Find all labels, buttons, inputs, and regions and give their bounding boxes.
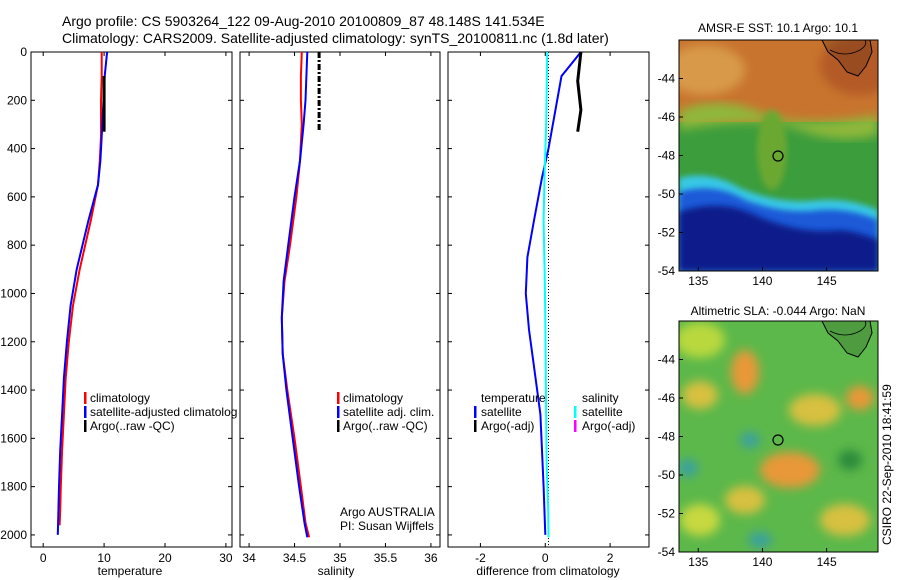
depth-tick-label: 1000 <box>0 286 27 300</box>
sla-map-panel: Altimetric SLA: -0.044 Argo: NaN <box>658 304 879 570</box>
sst-lon-tick-label: 145 <box>817 274 837 288</box>
temperature-axes-frame <box>30 51 233 548</box>
argo-float-marker-sst <box>772 150 784 162</box>
temperature-legend-argo: Argo(..raw -QC) <box>90 419 175 433</box>
temperature-xtick-label: 10 <box>97 551 111 565</box>
salinity-axes-frame <box>239 51 441 548</box>
argo-float-marker-sla <box>772 434 784 446</box>
figure-title-line2: Climatology: CARS2009. Satellite-adjuste… <box>62 30 609 46</box>
sla-lat-tick-label: -46 <box>658 391 676 405</box>
sst-lat-tick-label: -54 <box>658 264 676 278</box>
depth-tick-label: 800 <box>7 238 27 252</box>
salinity-legend-satellite: satellite adj. clim. <box>343 405 434 419</box>
difference-series-temperature-argo-adj- <box>576 51 583 132</box>
salinity-ticks: 34 34.5 35 35.5 36 <box>240 51 440 565</box>
depth-tick-label: 600 <box>7 190 27 204</box>
sst-map-panel: AMSR-E SST: 10.1 Argo: 10.1 135 140 145 -44… <box>658 21 879 289</box>
sst-lon-tick-label: 140 <box>752 274 772 288</box>
difference-panel: -2 0 2 difference from climatology tempera… <box>447 51 650 578</box>
sla-heatmap <box>679 321 878 552</box>
credit-text: CSIRO 22-Sep-2010 18:41:59 <box>880 384 894 545</box>
salinity-xtick-label: 35.5 <box>374 551 398 565</box>
salinity-series-satellite-adj-clim- <box>280 51 309 538</box>
salinity-legend: climatology satellite adj. clim. Argo(..… <box>337 391 434 433</box>
salinity-annotation-line2: PI: Susan Wijffels <box>340 519 434 533</box>
difference-xlabel: difference from climatology <box>476 564 619 578</box>
depth-tick-label: 200 <box>7 93 27 107</box>
temperature-ticks: 0 10 20 30 0 200 400 600 800 1000 1200 1400 1600 1800… <box>0 45 233 565</box>
temperature-xtick-label: 30 <box>219 551 233 565</box>
sst-lat-tick-label: -50 <box>658 187 676 201</box>
temperature-xlabel: temperature <box>98 564 163 578</box>
sla-lat-tick-label: -54 <box>658 545 676 559</box>
sla-lat-tick-label: -52 <box>658 507 676 521</box>
legend-temperature-argo: Argo(-adj) <box>481 419 534 433</box>
legend-header-salinity: salinity <box>582 391 619 405</box>
sst-lat-tick-label: -48 <box>658 149 676 163</box>
legend-temperature-satellite: satellite <box>481 405 522 419</box>
legend-salinity-argo: Argo(-adj) <box>582 419 635 433</box>
depth-tick-label: 1200 <box>0 335 27 349</box>
salinity-xlabel: salinity <box>318 564 355 578</box>
sst-lon-tick-label: 135 <box>688 274 708 288</box>
difference-legend-salinity: salinity satellite Argo(-adj) <box>574 391 635 433</box>
depth-tick-label: 2000 <box>0 528 27 542</box>
salinity-annotation-line1: Argo AUSTRALIA <box>340 505 435 519</box>
difference-series-salinity-satellite <box>542 51 550 538</box>
sla-lat-tick-label: -44 <box>658 353 676 367</box>
temperature-legend-satellite: satellite-adjusted climatolog <box>90 405 237 419</box>
difference-series-temperature-satellite <box>524 51 582 535</box>
sst-lat-tick-label: -46 <box>658 110 676 124</box>
salinity-legend-climatology: climatology <box>343 391 403 405</box>
difference-xtick-label: 0 <box>542 551 549 565</box>
legend-header-temperature: temperature <box>481 391 546 405</box>
depth-tick-label: 1400 <box>0 383 27 397</box>
sla-lat-tick-label: -48 <box>658 430 676 444</box>
sla-lon-tick-label: 145 <box>817 555 837 569</box>
salinity-xtick-label: 34 <box>242 551 256 565</box>
temperature-series-climatology <box>58 52 103 526</box>
tasmania-coastline-sst <box>821 40 873 77</box>
sst-lat-tick-label: -52 <box>658 226 676 240</box>
sla-lat-tick-label: -50 <box>658 468 676 482</box>
salinity-legend-argo: Argo(..raw -QC) <box>343 419 428 433</box>
temperature-lines <box>56 51 109 535</box>
difference-axes-frame <box>447 51 650 548</box>
temperature-xtick-label: 20 <box>158 551 172 565</box>
sla-lon-tick-label: 135 <box>688 555 708 569</box>
difference-lines <box>524 51 583 538</box>
sst-map-title: AMSR-E SST: 10.1 Argo: 10.1 <box>698 21 858 35</box>
salinity-xtick-label: 34.5 <box>283 551 307 565</box>
tasmania-coastline-sla <box>821 321 873 358</box>
depth-tick-label: 1600 <box>0 431 27 445</box>
difference-xtick-label: -2 <box>475 551 486 565</box>
sst-heatmap <box>679 40 878 271</box>
temperature-legend-climatology: climatology <box>90 391 150 405</box>
sla-lon-tick-label: 140 <box>752 555 772 569</box>
temperature-legend: climatology satellite-adjusted climatolo… <box>84 391 237 433</box>
sla-map-ticks: 135 140 145 -44 -46 -48 -50 -52 -54 <box>658 353 837 570</box>
legend-salinity-satellite: satellite <box>582 405 623 419</box>
sst-map-ticks: 135 140 145 -44 -46 -48 -50 -52 -54 <box>658 72 837 289</box>
salinity-lines <box>280 51 321 538</box>
salinity-xtick-label: 36 <box>424 551 438 565</box>
figure-title-line1: Argo profile: CS 5903264_122 09-Aug-2010… <box>62 13 545 29</box>
difference-legend-temperature: temperature satellite Argo(-adj) <box>474 391 546 433</box>
difference-ticks: -2 0 2 <box>448 51 649 565</box>
depth-tick-label: 1800 <box>0 480 27 494</box>
temperature-xtick-label: 0 <box>40 551 47 565</box>
salinity-xtick-label: 35 <box>333 551 347 565</box>
depth-tick-label: 400 <box>7 142 27 156</box>
sst-lat-tick-label: -44 <box>658 72 676 86</box>
temperature-panel: 0 10 20 30 0 200 400 600 800 1000 1200 1400 1600 1800… <box>0 45 237 578</box>
sla-map-title: Altimetric SLA: -0.044 Argo: NaN <box>691 304 866 318</box>
difference-xtick-label: 2 <box>607 551 614 565</box>
depth-tick-label: 0 <box>20 45 27 59</box>
salinity-panel: 34 34.5 35 35.5 36 salinity climatology sate… <box>239 51 441 578</box>
